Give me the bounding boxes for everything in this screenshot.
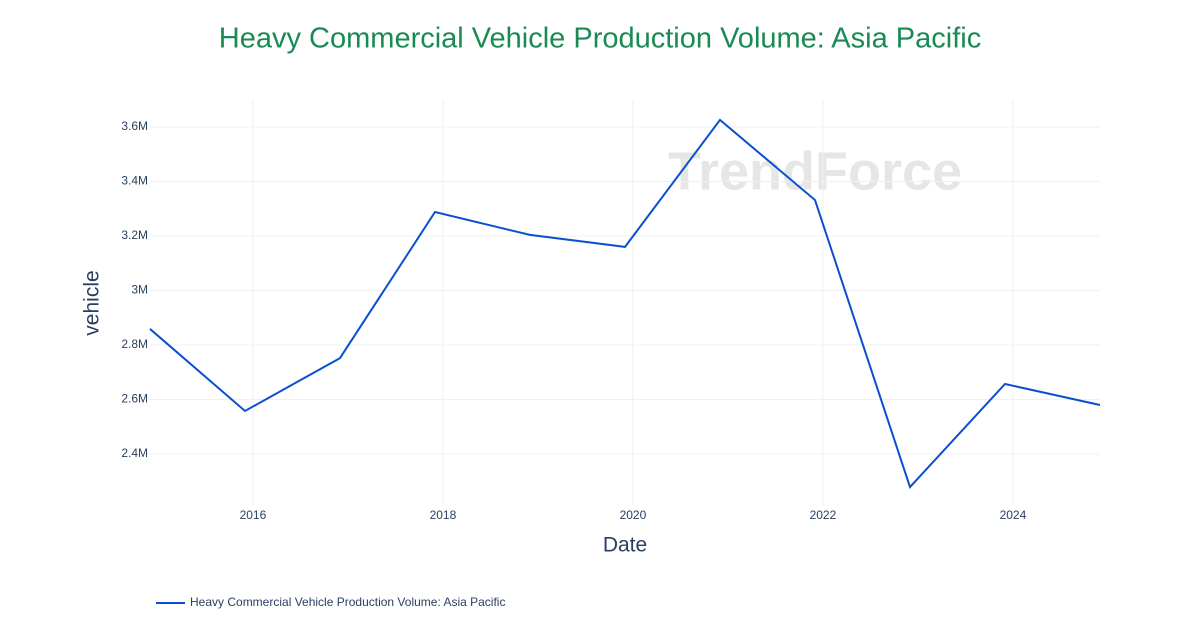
x-tick-label: 2018 — [430, 508, 457, 522]
y-axis-title: vehicle — [81, 270, 104, 335]
grid — [150, 100, 1100, 505]
y-tick-label: 3.6M — [121, 119, 148, 133]
y-tick-label: 2.6M — [121, 392, 148, 406]
y-tick-label: 2.8M — [121, 337, 148, 351]
y-tick-label: 3.2M — [121, 228, 148, 242]
y-tick-label: 2.4M — [121, 446, 148, 460]
legend-label: Heavy Commercial Vehicle Production Volu… — [190, 595, 505, 609]
watermark: TrendForce — [668, 141, 962, 201]
x-tick-label: 2024 — [1000, 508, 1027, 522]
chart-title: Heavy Commercial Vehicle Production Volu… — [219, 23, 981, 55]
x-axis-title: Date — [603, 534, 647, 557]
x-tick-label: 2016 — [240, 508, 267, 522]
x-tick-label: 2020 — [620, 508, 647, 522]
y-tick-label: 3M — [131, 283, 148, 297]
line-series — [149, 118, 1101, 489]
x-tick-label: 2022 — [810, 508, 837, 522]
y-tick-label: 3.4M — [121, 174, 148, 188]
